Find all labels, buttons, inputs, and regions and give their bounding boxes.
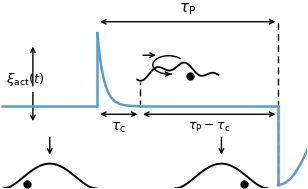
Text: $\tau_\mathrm{P}-\tau_\mathrm{c}$: $\tau_\mathrm{P}-\tau_\mathrm{c}$ (188, 121, 230, 134)
Text: $\xi_\mathrm{act}(t)$: $\xi_\mathrm{act}(t)$ (6, 71, 45, 88)
Text: $\tau_\mathrm{P}$: $\tau_\mathrm{P}$ (179, 2, 196, 17)
Text: $\tau_\mathrm{c}$: $\tau_\mathrm{c}$ (111, 120, 126, 135)
